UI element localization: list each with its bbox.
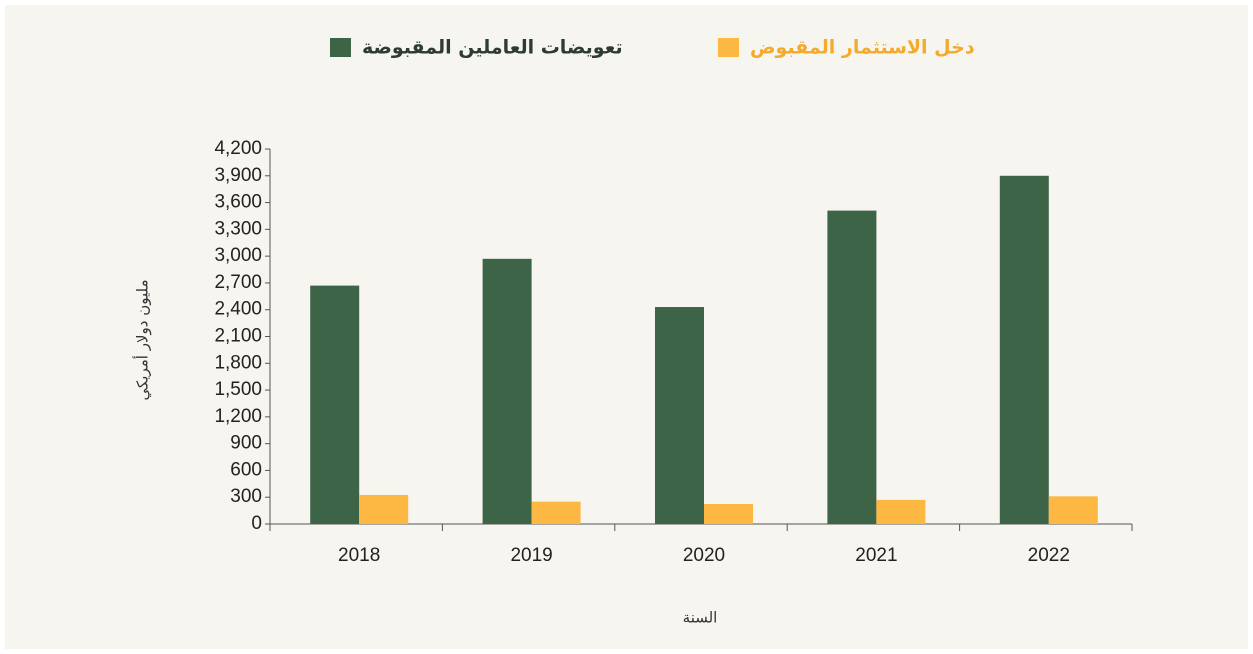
y-tick-label: 3,600 [214,192,262,213]
bar [876,499,926,524]
y-tick-label: 0 [251,513,262,534]
bar [310,285,360,524]
y-tick-label: 2,400 [214,299,262,320]
y-tick-label: 1,800 [214,352,262,373]
bar [999,175,1049,525]
x-tick-label: 2019 [510,545,552,566]
x-tick-label: 2022 [1028,545,1070,566]
y-tick-label: 900 [230,433,262,454]
y-tick-label: 3,000 [214,245,262,266]
bar [1048,496,1098,524]
y-tick-label: 300 [230,486,262,507]
y-tick-label: 3,900 [214,165,262,186]
x-tick-label: 2021 [855,545,897,566]
bar [655,307,704,524]
x-axis-title: السنة [683,609,718,627]
y-tick-label: 4,200 [214,138,262,159]
bar [359,494,409,524]
y-tick-label: 2,100 [214,326,262,347]
legend-label: دخل الاستثمار المقبوض [750,37,975,59]
legend-swatch [718,38,739,57]
bar [827,210,877,524]
x-tick-label: 2020 [683,545,725,566]
bar [482,258,532,524]
x-tick-label: 2018 [338,545,380,566]
bar [704,504,753,524]
y-tick-label: 3,300 [214,218,262,239]
y-tick-label: 2,700 [214,272,262,293]
y-tick-label: 1,500 [214,379,262,400]
y-tick-label: 600 [230,459,262,480]
legend-label: تعويضات العاملين المقبوضة [362,37,623,59]
legend-swatch [330,38,351,57]
y-axis-title: مليون دولار أمريكي [133,280,153,401]
y-tick-label: 1,200 [214,406,262,427]
bar [531,501,581,524]
